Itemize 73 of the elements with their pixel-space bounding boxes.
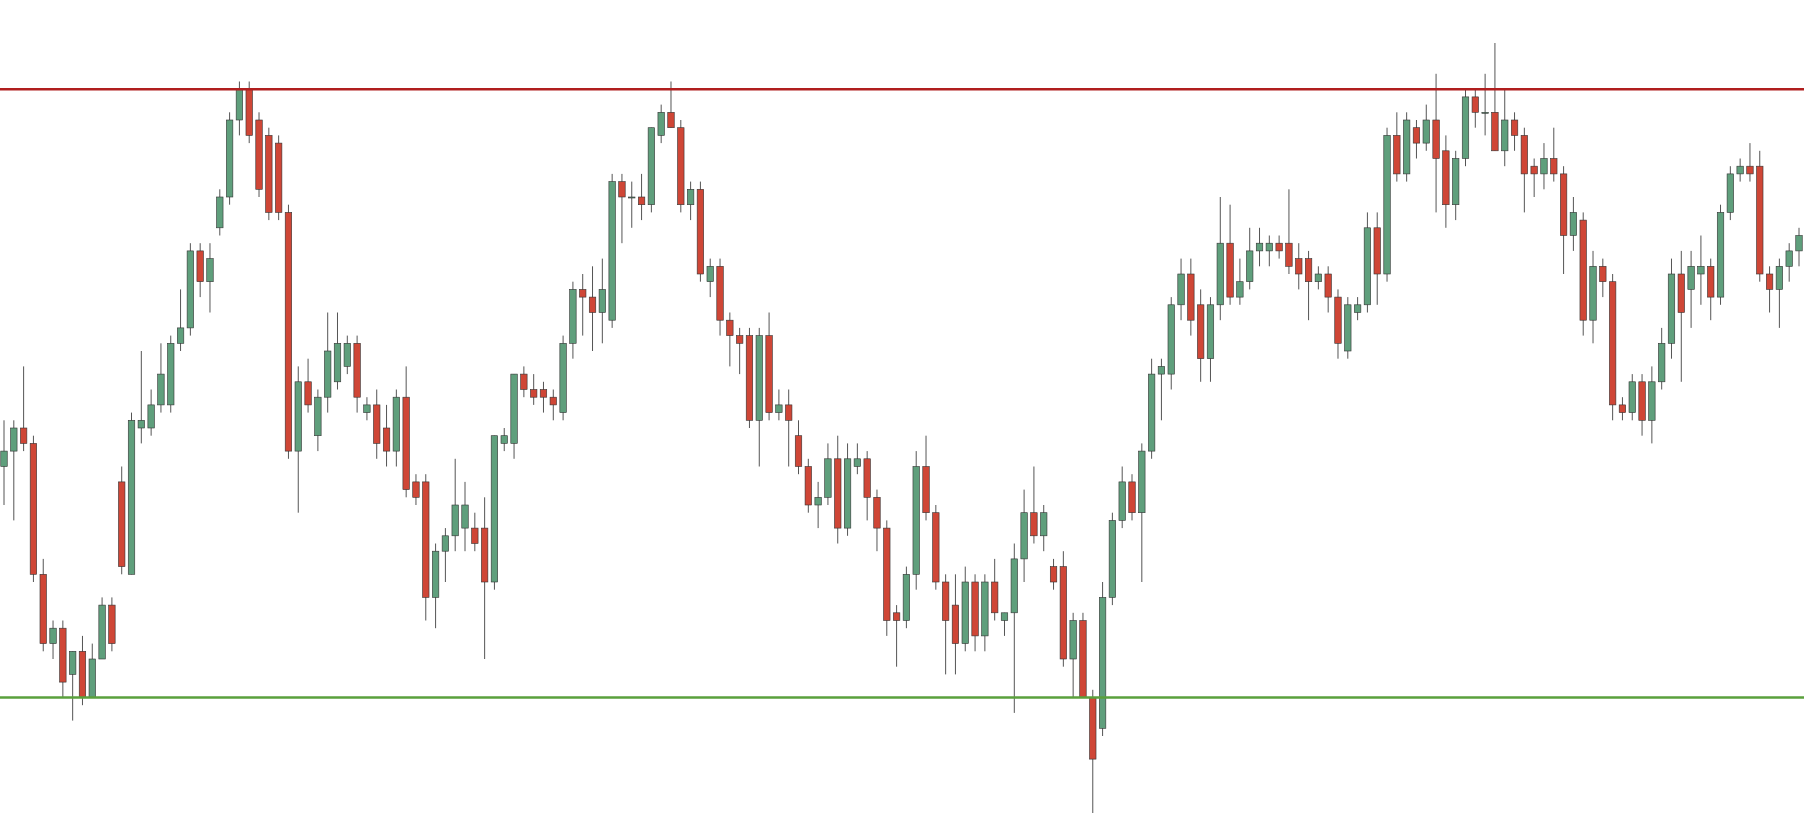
candlestick <box>1746 142 1754 183</box>
candlestick <box>10 419 18 521</box>
candlestick <box>1000 612 1009 637</box>
candlestick <box>412 473 420 506</box>
candlestick <box>137 350 145 444</box>
candlestick <box>1766 265 1774 313</box>
candlestick <box>1285 188 1293 275</box>
candlestick <box>1530 158 1538 198</box>
candlestick <box>1618 396 1626 421</box>
candlestick <box>1540 142 1548 190</box>
candlestick <box>814 481 822 529</box>
candlestick <box>471 512 479 552</box>
candlestick <box>726 312 734 367</box>
candlestick <box>853 442 861 475</box>
candlestick <box>549 389 557 421</box>
candlestick <box>304 358 312 414</box>
candlestick <box>598 258 606 344</box>
candlestick <box>461 481 469 552</box>
candlestick <box>1569 196 1577 252</box>
candlestick <box>530 373 538 406</box>
candlestick <box>1275 235 1283 260</box>
candlestick <box>520 365 528 398</box>
candlestick <box>1295 242 1303 290</box>
candlestick <box>363 396 371 421</box>
candlestick <box>1736 158 1744 183</box>
candlestick <box>893 604 901 668</box>
candlestick <box>1265 235 1273 267</box>
candlestick <box>1550 127 1558 183</box>
candlestick <box>1511 111 1519 152</box>
candlestick <box>1795 227 1803 267</box>
candlestick <box>441 527 449 583</box>
candlestick <box>775 389 783 421</box>
candlestick <box>49 620 57 660</box>
candlestick <box>206 242 214 313</box>
candlestick <box>579 273 587 337</box>
candlestick <box>343 335 351 375</box>
candlestick <box>736 327 744 375</box>
candlestick <box>1422 104 1430 152</box>
candlestick <box>628 181 636 229</box>
candlestick <box>1481 73 1489 136</box>
candlestick <box>785 389 793 467</box>
candlestick <box>657 104 665 144</box>
candlestick <box>177 288 185 352</box>
candlestick <box>667 81 675 129</box>
candlestick <box>1236 258 1244 306</box>
candlestick <box>500 427 508 452</box>
candlestick <box>1687 250 1695 329</box>
candlestick <box>706 258 714 298</box>
candlestick <box>1314 265 1322 290</box>
candlestick <box>618 173 626 244</box>
candlestick <box>588 265 597 352</box>
candlestick <box>382 404 391 467</box>
candlestick <box>1471 88 1479 129</box>
candlestick <box>1030 466 1038 544</box>
candlestick <box>1775 258 1783 329</box>
candlestick <box>147 389 155 437</box>
candlestick <box>687 181 695 221</box>
candlestick <box>1305 250 1313 321</box>
candlestick <box>1354 296 1362 321</box>
candlestick <box>20 365 28 452</box>
candlestick <box>539 381 548 414</box>
candlestick <box>638 173 646 221</box>
candlestick <box>1040 504 1048 552</box>
candlestick <box>1255 227 1264 267</box>
candlestick <box>1697 235 1705 306</box>
candlestick <box>1412 119 1421 159</box>
candlestick <box>1157 358 1165 421</box>
candlestick <box>1785 242 1793 283</box>
candlestick <box>1599 258 1607 298</box>
candlestick <box>1049 558 1058 591</box>
candlestick <box>69 650 77 722</box>
candlestick <box>0 419 8 506</box>
candlestick <box>1324 265 1332 313</box>
